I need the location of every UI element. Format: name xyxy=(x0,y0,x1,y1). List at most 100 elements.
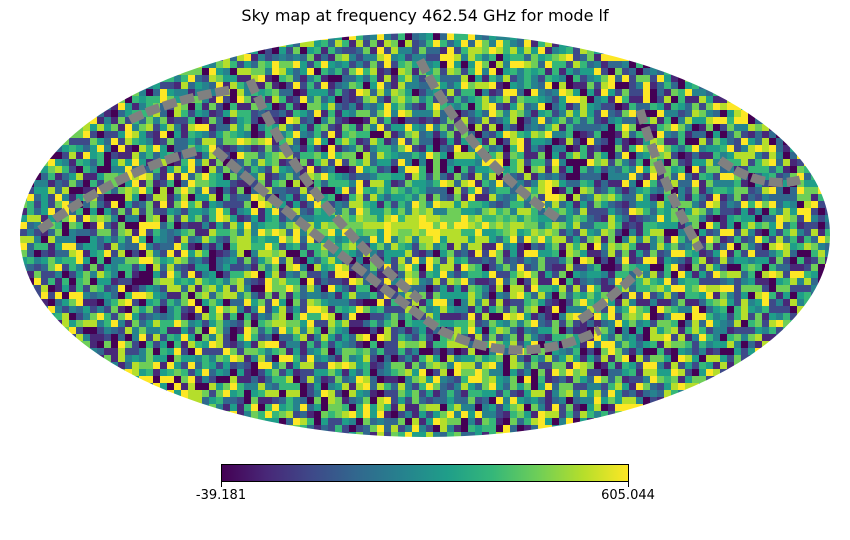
sky-pixel xyxy=(496,243,503,250)
sky-pixel xyxy=(608,75,615,82)
sky-pixel xyxy=(27,236,34,243)
sky-pixel xyxy=(139,152,146,159)
sky-pixel xyxy=(202,117,209,124)
sky-pixel xyxy=(55,320,62,327)
sky-pixel xyxy=(699,173,706,180)
sky-pixel xyxy=(517,124,524,131)
sky-pixel xyxy=(510,243,517,250)
sky-pixel xyxy=(559,271,566,278)
sky-pixel xyxy=(356,110,363,117)
sky-pixel xyxy=(678,117,685,124)
sky-pixel xyxy=(272,243,279,250)
sky-pixel xyxy=(377,180,384,187)
sky-pixel xyxy=(454,292,461,299)
sky-pixel xyxy=(531,341,538,348)
sky-pixel xyxy=(377,271,384,278)
sky-pixel xyxy=(76,222,83,229)
sky-pixel xyxy=(146,236,153,243)
sky-pixel xyxy=(55,180,62,187)
sky-pixel xyxy=(167,285,174,292)
sky-pixel xyxy=(531,257,538,264)
sky-pixel xyxy=(713,180,720,187)
sky-pixel xyxy=(377,33,384,40)
sky-pixel xyxy=(811,285,818,292)
sky-pixel xyxy=(503,362,510,369)
sky-pixel xyxy=(321,124,328,131)
sky-pixel xyxy=(566,47,573,54)
sky-pixel xyxy=(195,236,202,243)
sky-pixel xyxy=(76,124,83,131)
sky-pixel xyxy=(692,201,699,208)
sky-pixel xyxy=(153,124,160,131)
sky-pixel xyxy=(531,306,538,313)
sky-pixel xyxy=(489,145,496,152)
sky-pixel xyxy=(293,285,300,292)
sky-pixel xyxy=(594,54,601,61)
sky-pixel xyxy=(258,159,265,166)
sky-pixel xyxy=(328,145,335,152)
sky-pixel xyxy=(797,236,804,243)
sky-pixel xyxy=(132,187,139,194)
sky-pixel xyxy=(111,117,118,124)
sky-pixel xyxy=(111,201,118,208)
sky-pixel xyxy=(496,362,503,369)
sky-pixel xyxy=(531,313,538,320)
sky-pixel xyxy=(419,341,426,348)
sky-pixel xyxy=(433,201,440,208)
sky-pixel xyxy=(650,201,657,208)
sky-pixel xyxy=(279,166,286,173)
sky-pixel xyxy=(482,236,489,243)
sky-pixel xyxy=(76,299,83,306)
sky-pixel xyxy=(202,103,209,110)
sky-pixel xyxy=(482,292,489,299)
sky-pixel xyxy=(433,236,440,243)
sky-pixel xyxy=(139,110,146,117)
sky-pixel xyxy=(363,208,370,215)
sky-pixel xyxy=(573,306,580,313)
sky-pixel xyxy=(622,96,629,103)
sky-pixel xyxy=(510,250,517,257)
sky-pixel xyxy=(727,117,734,124)
sky-pixel xyxy=(818,292,825,299)
sky-pixel xyxy=(237,131,244,138)
sky-pixel xyxy=(447,33,454,40)
sky-pixel xyxy=(181,75,188,82)
sky-pixel xyxy=(76,278,83,285)
sky-pixel xyxy=(440,320,447,327)
sky-pixel xyxy=(755,327,762,334)
sky-pixel xyxy=(405,355,412,362)
sky-pixel xyxy=(34,159,41,166)
sky-pixel xyxy=(83,313,90,320)
sky-pixel xyxy=(727,152,734,159)
sky-pixel xyxy=(685,250,692,257)
sky-pixel xyxy=(496,278,503,285)
sky-pixel xyxy=(461,89,468,96)
sky-pixel xyxy=(426,194,433,201)
sky-pixel xyxy=(594,278,601,285)
sky-pixel xyxy=(643,201,650,208)
sky-pixel xyxy=(335,145,342,152)
sky-pixel xyxy=(230,348,237,355)
sky-pixel xyxy=(167,299,174,306)
sky-pixel xyxy=(405,215,412,222)
sky-pixel xyxy=(69,166,76,173)
sky-pixel xyxy=(727,229,734,236)
sky-pixel xyxy=(587,264,594,271)
sky-pixel xyxy=(244,320,251,327)
sky-pixel xyxy=(69,187,76,194)
sky-pixel xyxy=(356,257,363,264)
sky-pixel xyxy=(244,110,251,117)
sky-pixel xyxy=(643,173,650,180)
sky-pixel xyxy=(48,187,55,194)
sky-pixel xyxy=(713,236,720,243)
sky-pixel xyxy=(398,341,405,348)
sky-pixel xyxy=(349,362,356,369)
sky-pixel xyxy=(580,180,587,187)
sky-pixel xyxy=(328,152,335,159)
sky-pixel xyxy=(440,124,447,131)
sky-pixel xyxy=(804,159,811,166)
sky-pixel xyxy=(300,362,307,369)
sky-pixel xyxy=(342,334,349,341)
sky-pixel xyxy=(167,369,174,376)
sky-pixel xyxy=(419,271,426,278)
